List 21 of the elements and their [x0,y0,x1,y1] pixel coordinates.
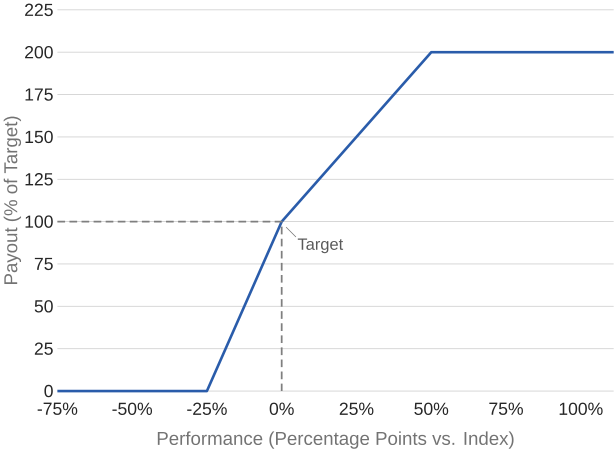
y-axis-title: Payout (% of Target) [4,116,22,284]
x-tick-label: -50% [112,402,152,415]
x-tick-label: 25% [340,402,374,415]
y-tick-label: 200 [25,46,53,58]
y-tick-label: 175 [26,88,53,101]
y-tick-label: 75 [34,258,53,270]
x-tick-label: -25% [187,402,227,415]
y-tick-label: 125 [26,172,53,186]
x-tick-label: 0% [270,402,294,415]
y-tick-label: 25 [34,342,53,355]
y-tick-label: 150 [26,130,53,143]
y-tick-label: 0 [44,384,53,398]
y-tick-label: 100 [26,215,53,228]
x-tick-label: -75% [38,402,78,415]
y-tick-label: 225 [25,3,53,16]
y-tick-label: 50 [34,300,53,312]
annotation: Target [298,238,344,254]
x-axis-title: Performance (Percentage Points vs. Index) [158,431,514,449]
x-tick-label: 100% [560,402,603,415]
x-tick-label: 50% [414,402,448,415]
x-tick-label: 75% [489,402,523,415]
